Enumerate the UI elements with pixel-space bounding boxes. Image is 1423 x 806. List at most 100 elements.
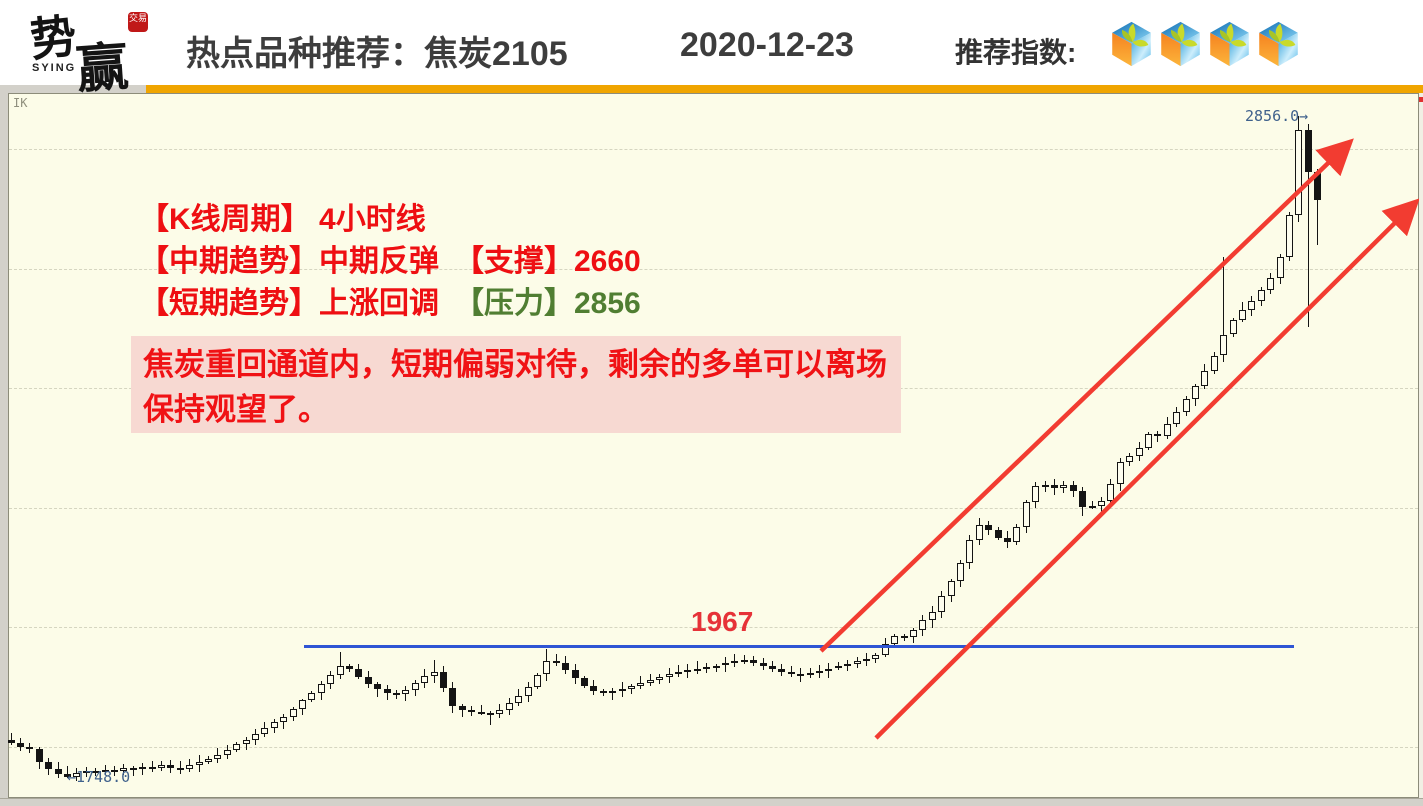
kline-period-value: 4小时线 (310, 203, 426, 236)
candle-up (1126, 456, 1134, 462)
candle-down (7, 739, 15, 744)
candle-wick (677, 664, 679, 677)
candle-up (712, 665, 720, 668)
candle-up (731, 660, 739, 664)
candle-down (1314, 172, 1322, 201)
candle-up (646, 679, 654, 683)
candle-wick (649, 673, 651, 686)
candle-down (449, 688, 457, 707)
comment-box: 焦炭重回通道内，短期偏弱对待，剩余的多单可以离场保持观望了。 (131, 336, 901, 433)
candle-up (186, 765, 194, 770)
pressure-label: 【压力】 (454, 287, 574, 320)
candle-up (289, 709, 297, 717)
candle-down (599, 691, 607, 694)
candle-up (1267, 277, 1275, 290)
candle-up (1201, 371, 1209, 386)
kline-period-label: 【K线周期】 (139, 203, 311, 236)
candle-wick (179, 761, 181, 774)
logo-char-2: 赢 (74, 36, 131, 101)
annotation-mid-trend: 【中期趋势】中期反弹 【支撑】2660 (139, 236, 641, 280)
gridline (9, 507, 1418, 509)
candle-down (768, 665, 776, 669)
candle-down (345, 665, 353, 670)
candle-down (985, 524, 993, 530)
header: 势 赢 交易 SYING 热点品种推荐：焦炭2105 2020-12-23 推荐… (0, 0, 1423, 101)
candle-down (1154, 434, 1162, 437)
candle-down (45, 762, 53, 769)
candle-wick (433, 660, 435, 683)
candle-down (1079, 491, 1087, 507)
candle-up (891, 636, 899, 644)
candle-up (853, 661, 861, 664)
candle-up (214, 754, 222, 759)
candle-up (609, 691, 617, 694)
right-scroll-strip[interactable] (1419, 93, 1423, 798)
candle-up (815, 670, 823, 674)
bottom-scroll-strip[interactable] (0, 798, 1423, 806)
candle-up (834, 666, 842, 669)
chart-symbol-label: IK (13, 96, 28, 110)
candle-wick (377, 682, 379, 697)
candle-up (1229, 319, 1237, 335)
candle-up (1238, 309, 1246, 320)
candle-down (900, 636, 908, 639)
rating-cube-icon (1112, 21, 1151, 67)
candle-wick (132, 766, 134, 776)
candle-down (797, 673, 805, 676)
candle-up (515, 696, 523, 704)
candle-down (759, 662, 767, 666)
high-price-label: 2856.0→ (1245, 107, 1309, 125)
candle-up (966, 540, 974, 564)
candle-up (421, 676, 429, 684)
candle-down (383, 689, 391, 693)
candle-up (327, 674, 335, 685)
candle-up (1220, 334, 1228, 356)
candle-up (251, 734, 259, 740)
candle-down (167, 765, 175, 769)
candle-down (1050, 485, 1058, 489)
candle-up (909, 629, 917, 638)
comment-text: 焦炭重回通道内，短期偏弱对待，剩余的多单可以离场保持观望了。 (143, 347, 887, 427)
logo-subtext: SYING (32, 62, 77, 74)
support-value: 2660 (574, 245, 641, 278)
candle-up (1285, 215, 1293, 257)
candle-up (195, 761, 203, 766)
chart-canvas[interactable]: IK 1967 2856.0→ ←1748.0 【K线周期】 4小时线 【中期趋… (7, 93, 1420, 798)
candle-wick (630, 684, 632, 694)
candle-down (750, 659, 758, 663)
candle-up (1135, 448, 1143, 457)
scroll-position-marker (1419, 97, 1423, 102)
candle-up (665, 673, 673, 677)
candle-up (656, 676, 664, 680)
support-line-1967 (304, 645, 1294, 648)
candle-up (1060, 485, 1068, 489)
candle-up (928, 611, 936, 621)
candle-down (129, 767, 137, 770)
candle-down (110, 769, 118, 772)
candle-down (1003, 537, 1011, 542)
candle-up (1144, 434, 1152, 448)
rating-cubes (1108, 18, 1302, 70)
candle-wick (151, 760, 153, 773)
candle-up (938, 595, 946, 612)
candle-up (505, 703, 513, 711)
candle-wick (461, 703, 463, 717)
logo-seal: 交易 (128, 12, 148, 32)
candle-up (402, 690, 410, 694)
candle-up (956, 563, 964, 582)
candle-up (298, 700, 306, 710)
logo-char-1: 势 (27, 8, 80, 68)
candle-up (1163, 424, 1171, 436)
candle-up (872, 654, 880, 659)
rating-label: 推荐指数: (955, 37, 1077, 68)
candle-down (54, 768, 62, 774)
candle-up (1182, 399, 1190, 412)
candle-up (1248, 300, 1256, 310)
candle-up (674, 671, 682, 674)
gridline (9, 149, 1418, 151)
candle-up (1295, 130, 1303, 215)
candle-up (684, 669, 692, 672)
candle-down (63, 773, 71, 777)
candle-up (721, 663, 729, 666)
